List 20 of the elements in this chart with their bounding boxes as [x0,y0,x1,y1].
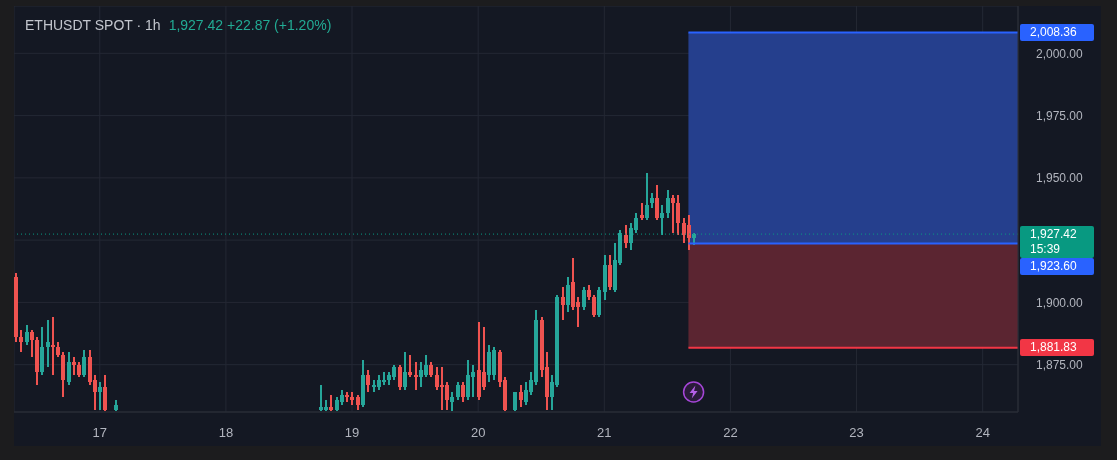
x-tick-label: 22 [723,425,738,441]
x-tick-label: 17 [92,425,107,441]
x-tick-label: 23 [849,425,864,441]
y-tick-label: 1,950.00 [1036,171,1084,186]
x-tick-label: 24 [975,425,990,441]
y-tick-label: 1,875.00 [1036,357,1084,372]
text: ETHUSDT SPOT · 1h [25,17,161,33]
ref-line-label: 1,923.60 [1030,258,1078,274]
x-tick-label: 21 [597,425,612,441]
ref-line-label: 2,008.36 [1030,25,1078,40]
x-tick-label: 20 [470,425,486,441]
y-tick-label: 1,975.00 [1036,108,1084,123]
x-tick-label: 19 [344,425,360,441]
x-tick-label: 18 [218,425,234,441]
ref-line-label: 1,881.83 [1030,340,1078,356]
y-tick-label: 1,900.00 [1036,295,1084,310]
ref-line-label: 1,927.42 [1030,226,1078,242]
text: 1,927.42 +22.87 (+1.20%) [168,17,332,33]
text: 15:39 [1030,241,1062,257]
y-tick-label: 2,000.00 [1036,46,1084,61]
